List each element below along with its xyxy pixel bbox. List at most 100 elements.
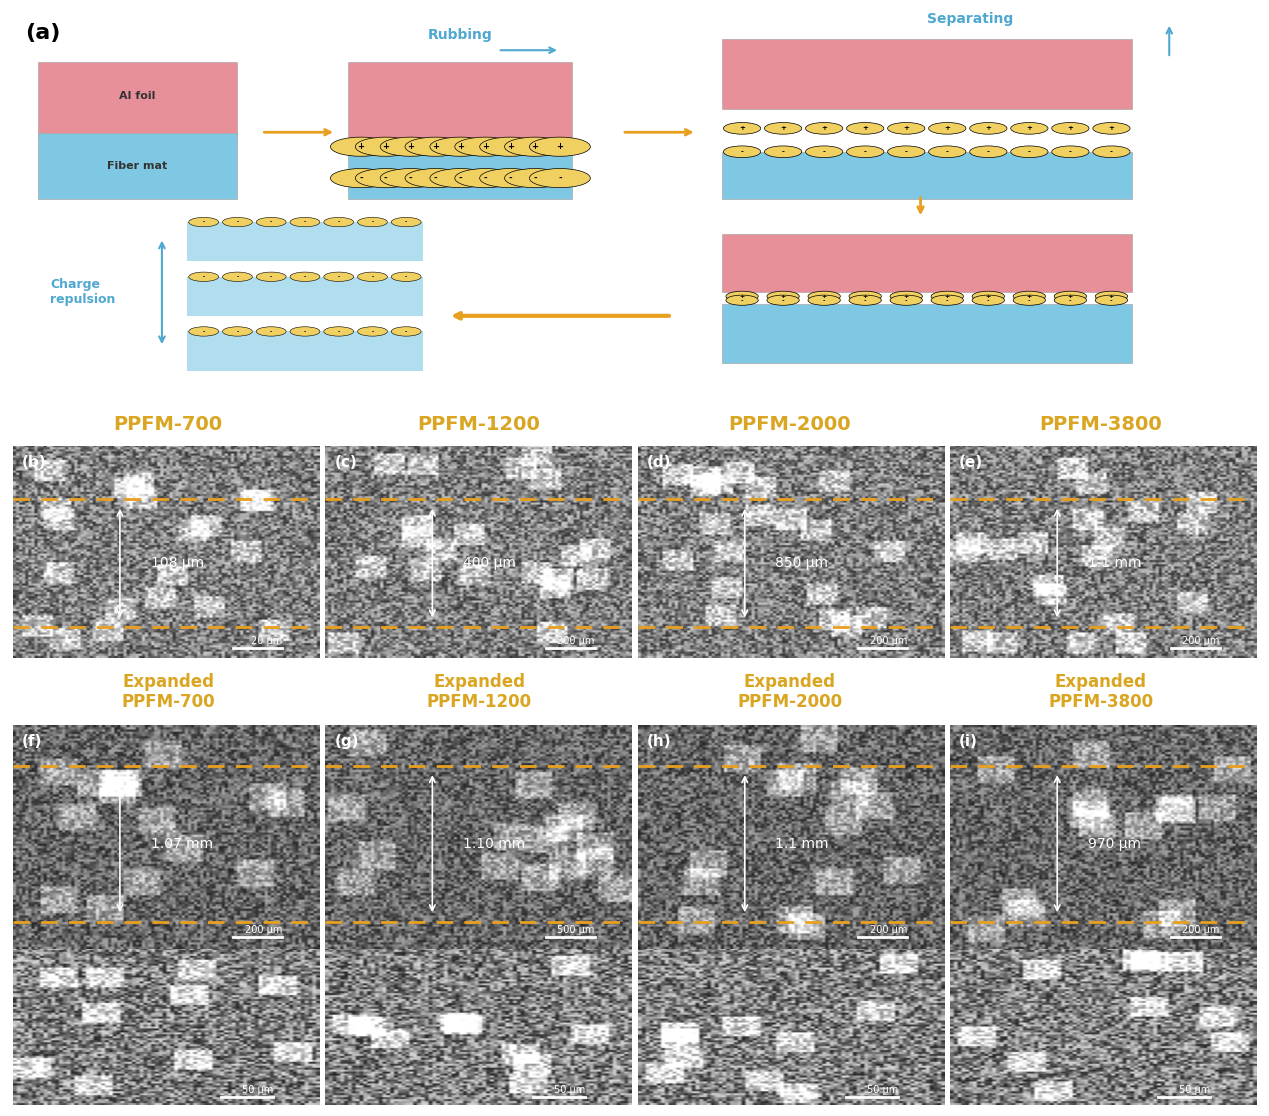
Text: Charge
repulsion: Charge repulsion bbox=[49, 278, 115, 307]
Text: +: + bbox=[863, 294, 868, 299]
Circle shape bbox=[766, 295, 799, 306]
Circle shape bbox=[189, 218, 218, 227]
Circle shape bbox=[1013, 291, 1046, 301]
Text: -: - bbox=[741, 148, 744, 155]
Circle shape bbox=[723, 123, 760, 134]
FancyBboxPatch shape bbox=[187, 222, 423, 261]
Circle shape bbox=[291, 218, 320, 227]
Text: +: + bbox=[780, 294, 786, 299]
Text: PPFM-1200: PPFM-1200 bbox=[418, 414, 541, 434]
Text: -: - bbox=[864, 148, 867, 155]
Text: PPFM-2000: PPFM-2000 bbox=[728, 414, 851, 434]
Text: 50 μm: 50 μm bbox=[867, 1086, 898, 1096]
Text: -: - bbox=[945, 148, 949, 155]
Circle shape bbox=[222, 327, 253, 336]
Circle shape bbox=[405, 137, 466, 156]
Text: +: + bbox=[1067, 294, 1074, 299]
Text: +: + bbox=[740, 294, 745, 299]
FancyBboxPatch shape bbox=[349, 151, 572, 199]
Text: 50 μm: 50 μm bbox=[555, 1086, 585, 1096]
Text: -: - bbox=[558, 174, 562, 183]
Circle shape bbox=[358, 327, 387, 336]
Text: Al foil: Al foil bbox=[119, 92, 155, 102]
Text: -: - bbox=[303, 220, 306, 224]
Text: +: + bbox=[1027, 125, 1032, 132]
Circle shape bbox=[931, 291, 963, 301]
Circle shape bbox=[806, 123, 843, 134]
Text: Expanded
PPFM-3800: Expanded PPFM-3800 bbox=[1048, 673, 1154, 711]
FancyBboxPatch shape bbox=[349, 62, 572, 144]
Circle shape bbox=[529, 137, 590, 156]
Circle shape bbox=[849, 295, 882, 306]
Circle shape bbox=[391, 218, 421, 227]
Circle shape bbox=[1055, 295, 1086, 306]
Circle shape bbox=[358, 218, 387, 227]
Text: +: + bbox=[482, 142, 489, 151]
Text: -: - bbox=[372, 220, 373, 224]
Circle shape bbox=[846, 123, 883, 134]
Circle shape bbox=[929, 146, 966, 157]
Text: -: - bbox=[385, 174, 387, 183]
Text: -: - bbox=[203, 220, 204, 224]
Circle shape bbox=[256, 327, 286, 336]
FancyBboxPatch shape bbox=[187, 277, 423, 316]
Text: 108 μm: 108 μm bbox=[151, 556, 203, 570]
Text: +: + bbox=[821, 294, 827, 299]
FancyBboxPatch shape bbox=[38, 62, 236, 137]
FancyBboxPatch shape bbox=[38, 133, 236, 199]
Text: (f): (f) bbox=[22, 734, 42, 749]
Text: 50 μm: 50 μm bbox=[242, 1086, 273, 1096]
Text: +: + bbox=[506, 142, 514, 151]
Text: Expanded
PPFM-700: Expanded PPFM-700 bbox=[122, 673, 214, 711]
Text: -: - bbox=[270, 220, 273, 224]
Circle shape bbox=[330, 169, 391, 187]
Circle shape bbox=[1052, 123, 1089, 134]
Text: -: - bbox=[372, 275, 373, 279]
Circle shape bbox=[430, 137, 491, 156]
Text: PPFM-3800: PPFM-3800 bbox=[1039, 414, 1162, 434]
FancyBboxPatch shape bbox=[722, 305, 1132, 363]
Circle shape bbox=[806, 146, 843, 157]
Text: 50 μm: 50 μm bbox=[1179, 1086, 1211, 1096]
Circle shape bbox=[330, 137, 391, 156]
Circle shape bbox=[726, 291, 759, 301]
Circle shape bbox=[726, 295, 759, 306]
Circle shape bbox=[381, 169, 442, 187]
Text: -: - bbox=[338, 275, 340, 279]
Text: +: + bbox=[739, 125, 745, 132]
Circle shape bbox=[189, 272, 218, 281]
Circle shape bbox=[972, 291, 1005, 301]
Text: +: + bbox=[904, 294, 909, 299]
Text: Expanded
PPFM-2000: Expanded PPFM-2000 bbox=[737, 673, 843, 711]
Text: (g): (g) bbox=[334, 734, 359, 749]
Circle shape bbox=[256, 218, 286, 227]
Text: 1.10 mm: 1.10 mm bbox=[463, 837, 525, 850]
Text: 200 μm: 200 μm bbox=[245, 925, 282, 935]
Text: 400 μm: 400 μm bbox=[463, 556, 515, 570]
Text: -: - bbox=[1110, 298, 1113, 302]
Circle shape bbox=[846, 146, 883, 157]
Circle shape bbox=[355, 137, 416, 156]
Text: +: + bbox=[407, 142, 414, 151]
Text: (h): (h) bbox=[647, 734, 671, 749]
Circle shape bbox=[929, 123, 966, 134]
Text: -: - bbox=[987, 298, 990, 302]
Text: -: - bbox=[236, 329, 239, 334]
Text: -: - bbox=[782, 148, 784, 155]
Circle shape bbox=[970, 146, 1008, 157]
Text: 200 μm: 200 μm bbox=[557, 636, 595, 646]
Text: +: + bbox=[1067, 125, 1074, 132]
Text: 20 μm: 20 μm bbox=[251, 636, 282, 646]
Circle shape bbox=[480, 137, 541, 156]
Circle shape bbox=[1013, 295, 1046, 306]
Text: -: - bbox=[236, 275, 239, 279]
Text: -: - bbox=[359, 174, 363, 183]
Circle shape bbox=[358, 272, 387, 281]
Circle shape bbox=[391, 272, 421, 281]
Text: (d): (d) bbox=[647, 455, 671, 470]
Text: -: - bbox=[822, 298, 825, 302]
Circle shape bbox=[222, 218, 253, 227]
Text: +: + bbox=[1109, 125, 1114, 132]
Circle shape bbox=[1052, 146, 1089, 157]
Text: +: + bbox=[1027, 294, 1032, 299]
